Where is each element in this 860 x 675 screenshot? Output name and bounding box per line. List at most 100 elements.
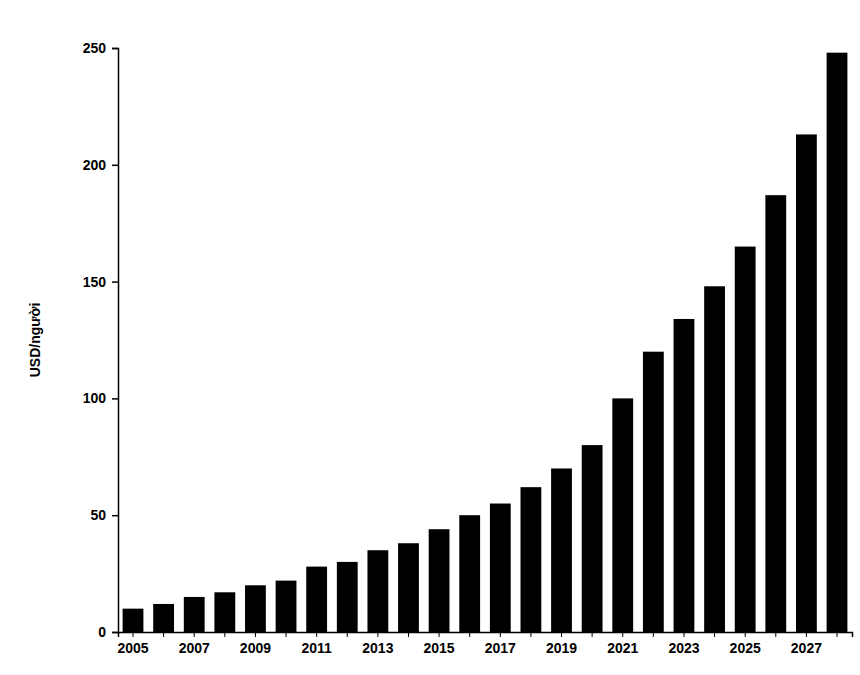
- x-tick-label: 2027: [791, 640, 822, 656]
- x-tick-mark: [439, 632, 440, 637]
- x-tick-label: 2011: [301, 640, 332, 656]
- x-tick-mark: [806, 632, 807, 637]
- bar: [490, 504, 511, 632]
- x-tick-mark: [500, 632, 501, 637]
- x-tick-mark: [163, 632, 164, 637]
- y-tick-label: 50: [90, 507, 106, 523]
- x-tick-label: 2013: [362, 640, 393, 656]
- x-tick-mark: [408, 632, 409, 637]
- bar: [153, 604, 174, 632]
- x-tick-mark: [714, 632, 715, 637]
- y-tick-mark: [112, 48, 118, 50]
- x-tick: 2007: [179, 632, 210, 656]
- y-tick-label: 150: [83, 274, 107, 290]
- x-tick-label: 2005: [117, 640, 148, 656]
- x-tick-label: 2023: [668, 640, 699, 656]
- bar: [245, 585, 266, 632]
- x-tick-label: 2015: [424, 640, 455, 656]
- x-tick-mark: [224, 632, 225, 637]
- bar: [459, 515, 480, 632]
- bar: [184, 597, 205, 632]
- bar: [276, 581, 297, 632]
- x-tick-mark: [194, 632, 195, 637]
- y-tick-label: 200: [83, 157, 107, 173]
- y-tick: 150: [83, 274, 118, 290]
- x-tick-mark: [653, 632, 654, 637]
- x-tick: [224, 632, 225, 637]
- bar: [582, 445, 603, 632]
- bar: [123, 609, 144, 632]
- bar: [643, 352, 664, 632]
- x-axis-line: [119, 633, 853, 638]
- bar: [796, 134, 817, 632]
- bar: [306, 567, 327, 632]
- x-tick: [530, 632, 531, 637]
- x-tick-label: 2009: [240, 640, 271, 656]
- y-tick-mark: [112, 632, 118, 634]
- x-tick: 2027: [791, 632, 822, 656]
- x-tick: 2011: [301, 632, 332, 656]
- y-tick: 0: [98, 624, 118, 640]
- bar: [398, 543, 419, 632]
- y-tick-label: 100: [83, 390, 107, 406]
- bar: [521, 487, 542, 632]
- x-tick: [837, 632, 838, 637]
- x-tick: [775, 632, 776, 637]
- x-tick-label: 2017: [485, 640, 516, 656]
- x-tick: [347, 632, 348, 637]
- bars: [123, 53, 848, 632]
- y-tick: 200: [83, 157, 118, 173]
- bar: [827, 53, 848, 632]
- x-tick: 2017: [485, 632, 516, 656]
- x-tick-mark: [592, 632, 593, 637]
- x-tick-mark: [837, 632, 838, 637]
- bar: [674, 319, 695, 632]
- bar: [735, 247, 756, 632]
- y-axis: 0 50 100 150 200 250: [83, 40, 119, 640]
- x-axis: 2005 2007 2009 2011 2013 2015 2017 2019 2021 2023…: [117, 632, 852, 656]
- x-tick: [163, 632, 164, 637]
- bar: [612, 398, 633, 632]
- y-tick: 100: [83, 390, 118, 406]
- x-tick-mark: [745, 632, 746, 637]
- x-tick: 2009: [240, 632, 271, 656]
- plot: 0501001502002502005200720092011201320152…: [83, 40, 853, 656]
- x-tick-mark: [377, 632, 378, 637]
- x-tick: 2005: [117, 632, 148, 656]
- x-tick-label: 2019: [546, 640, 577, 656]
- y-axis-line: [112, 49, 119, 633]
- bar: [704, 286, 725, 632]
- x-tick-label: 2025: [730, 640, 761, 656]
- x-tick-mark: [775, 632, 776, 637]
- x-tick: 2021: [607, 632, 638, 656]
- y-tick-label: 250: [83, 40, 107, 56]
- y-tick-label: 0: [98, 624, 106, 640]
- bar: [337, 562, 358, 632]
- x-tick: [592, 632, 593, 637]
- x-tick-mark: [316, 632, 317, 637]
- y-tick: 250: [83, 40, 118, 56]
- x-tick: [714, 632, 715, 637]
- x-tick-mark: [286, 632, 287, 637]
- bar: [214, 592, 235, 632]
- y-axis-title: USD/người: [27, 303, 43, 378]
- x-tick-mark: [530, 632, 531, 637]
- x-tick: [286, 632, 287, 637]
- y-tick-mark: [112, 165, 118, 167]
- x-tick-mark: [347, 632, 348, 637]
- x-tick: 2013: [362, 632, 393, 656]
- x-tick-label: 2007: [179, 640, 210, 656]
- bar: [429, 529, 450, 632]
- y-tick-mark: [112, 281, 118, 283]
- x-tick: 2025: [730, 632, 761, 656]
- x-tick-mark: [469, 632, 470, 637]
- x-tick: 2015: [424, 632, 455, 656]
- x-tick: [469, 632, 470, 637]
- x-tick-mark: [255, 632, 256, 637]
- chart: 0501001502002502005200720092011201320152…: [0, 0, 860, 675]
- y-tick-mark: [112, 398, 118, 400]
- y-tick: 50: [90, 507, 118, 523]
- x-tick-mark: [132, 632, 133, 637]
- x-tick-label: 2021: [607, 640, 638, 656]
- x-tick: 2019: [546, 632, 577, 656]
